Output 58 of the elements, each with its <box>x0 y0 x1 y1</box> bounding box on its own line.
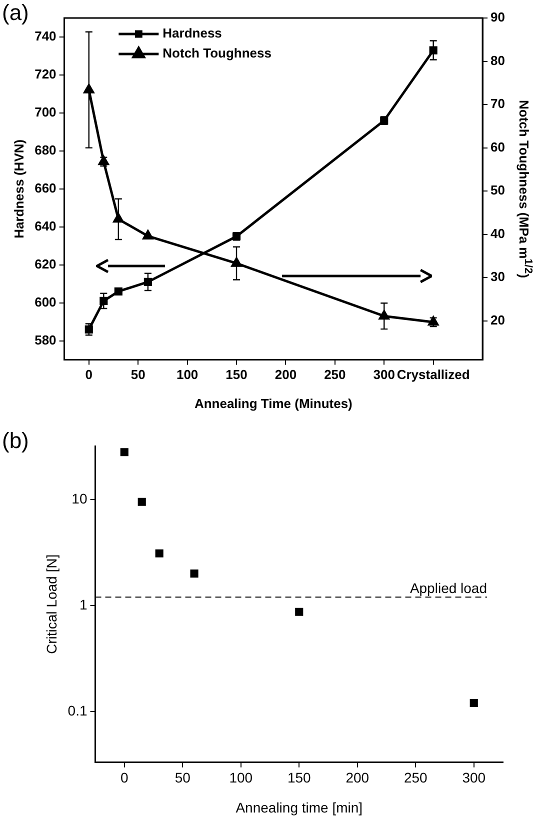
point <box>120 448 128 456</box>
point <box>83 83 95 94</box>
y-tick-label: 680 <box>34 142 56 158</box>
point <box>112 212 124 223</box>
point <box>144 278 152 286</box>
y-tick-label: 660 <box>34 180 56 196</box>
point <box>230 256 242 267</box>
text: (a) <box>2 0 29 26</box>
y-axis-title: Critical Load [N] <box>43 554 60 654</box>
x-tick-label: 200 <box>346 770 370 786</box>
point <box>190 570 198 578</box>
y2-tick-label: 80 <box>490 52 506 68</box>
y2-tick-label: 40 <box>490 226 506 241</box>
y-tick-label: 10 <box>72 490 88 506</box>
y-tick-label: 1 <box>79 596 88 612</box>
x-tick-label: 150 <box>226 367 248 382</box>
y-tick-label: 700 <box>34 104 56 120</box>
y-tick-label: 740 <box>34 28 56 44</box>
point <box>100 296 108 305</box>
x-tick-label: 50 <box>174 770 191 786</box>
x-tick-label: 0 <box>120 770 128 786</box>
text: (b) <box>2 428 29 454</box>
x-tick-label: 50 <box>130 367 146 382</box>
x-tick-label: 100 <box>176 367 198 382</box>
y2-tick-label: 50 <box>490 182 506 198</box>
x-tick-label: 0 <box>85 367 93 382</box>
y-tick-label: 600 <box>34 294 56 310</box>
y-tick-label: 580 <box>34 332 56 348</box>
y2-tick-label: 60 <box>490 139 506 154</box>
y-tick-label: 620 <box>34 256 56 272</box>
x-tick-label: 300 <box>462 770 486 786</box>
point <box>470 698 478 708</box>
y-tick-label: 640 <box>34 218 56 234</box>
legend-label: Hardness <box>162 26 222 41</box>
y-tick-label: 720 <box>34 66 56 82</box>
x-axis-title: Annealing Time (Minutes) <box>194 396 352 411</box>
x-tick-label: 250 <box>404 770 428 786</box>
point <box>429 46 438 54</box>
y2-tick-label: 90 <box>490 10 506 25</box>
y-axis-title: Hardness (HVN) <box>11 139 26 238</box>
point <box>295 608 304 616</box>
y2-tick-label: 20 <box>490 312 506 328</box>
x-axis-title: Annealing time [min] <box>236 799 363 816</box>
point <box>138 498 146 506</box>
point <box>155 549 164 558</box>
point <box>378 310 390 320</box>
x-tick-label: 250 <box>324 367 346 382</box>
y-tick-label: 0.1 <box>68 702 88 718</box>
x-tick-label: 150 <box>287 770 312 786</box>
ref-line-label: Applied load <box>410 580 487 596</box>
legend-label: Notch Toughness <box>162 46 272 61</box>
y2-tick-label: 30 <box>490 269 506 284</box>
x-tick-label: 300 <box>373 367 395 382</box>
y2-tick-label: 70 <box>490 96 506 112</box>
point <box>142 230 154 240</box>
x-tick-label: 200 <box>274 367 297 382</box>
x-tick-label: 100 <box>229 770 253 786</box>
x-tick-label: Crystallized <box>396 367 470 382</box>
